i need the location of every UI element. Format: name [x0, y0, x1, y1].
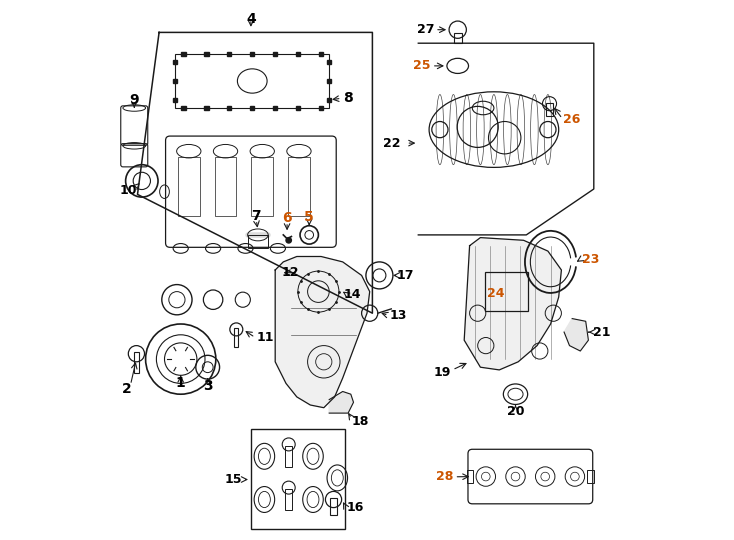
Bar	[173, 60, 178, 64]
Text: 10: 10	[120, 184, 137, 197]
Text: 14: 14	[344, 288, 361, 301]
Text: 8: 8	[343, 91, 352, 105]
Bar	[273, 106, 277, 110]
Text: 11: 11	[256, 331, 274, 344]
Polygon shape	[330, 392, 354, 413]
Bar	[296, 52, 300, 56]
Bar	[178, 157, 200, 216]
Circle shape	[286, 238, 291, 243]
Bar	[250, 52, 255, 56]
Text: 20: 20	[506, 405, 524, 418]
Text: 18: 18	[352, 415, 369, 428]
Bar	[319, 106, 323, 110]
Text: 22: 22	[383, 137, 401, 150]
Text: 15: 15	[224, 473, 241, 486]
Text: 13: 13	[390, 309, 407, 322]
Bar	[319, 52, 323, 56]
Polygon shape	[564, 319, 589, 351]
Bar	[467, 470, 473, 483]
Bar	[273, 52, 277, 56]
Text: 4: 4	[246, 12, 255, 26]
Bar	[251, 429, 346, 529]
Text: 24: 24	[487, 287, 504, 300]
Bar	[215, 157, 236, 216]
Bar	[286, 446, 292, 467]
Text: 21: 21	[593, 326, 610, 339]
Text: 9: 9	[129, 93, 139, 107]
Bar	[327, 60, 331, 64]
Bar	[484, 272, 528, 311]
Polygon shape	[275, 256, 370, 408]
Bar	[288, 157, 310, 216]
Text: 16: 16	[346, 501, 364, 514]
Bar	[327, 98, 331, 102]
Bar	[546, 103, 553, 116]
Text: 28: 28	[436, 470, 454, 483]
Bar	[286, 489, 292, 510]
Text: 7: 7	[252, 209, 261, 223]
Text: 1: 1	[176, 376, 186, 390]
Bar	[175, 54, 330, 108]
Bar	[227, 106, 231, 110]
Text: 25: 25	[413, 59, 431, 72]
Text: 19: 19	[433, 366, 451, 379]
Bar	[234, 328, 239, 347]
Bar	[296, 106, 300, 110]
Text: 27: 27	[417, 23, 435, 36]
Bar	[227, 52, 231, 56]
Text: 23: 23	[582, 253, 599, 266]
Bar	[173, 79, 178, 83]
Bar	[327, 79, 331, 83]
Bar	[204, 52, 208, 56]
Bar	[134, 352, 139, 373]
Text: 5: 5	[305, 210, 314, 224]
Text: 12: 12	[282, 266, 299, 279]
Bar	[248, 235, 268, 248]
Bar	[181, 52, 186, 56]
Polygon shape	[464, 238, 562, 370]
Bar	[252, 157, 273, 216]
Bar	[587, 470, 594, 483]
Text: 6: 6	[283, 211, 292, 225]
Bar	[454, 33, 462, 43]
Bar	[173, 98, 178, 102]
Text: 17: 17	[396, 269, 414, 282]
Text: 2: 2	[122, 382, 131, 396]
Bar	[330, 498, 337, 515]
Bar	[204, 106, 208, 110]
Text: 26: 26	[563, 113, 581, 126]
Bar	[250, 106, 255, 110]
Text: 3: 3	[203, 379, 213, 393]
Bar	[181, 106, 186, 110]
